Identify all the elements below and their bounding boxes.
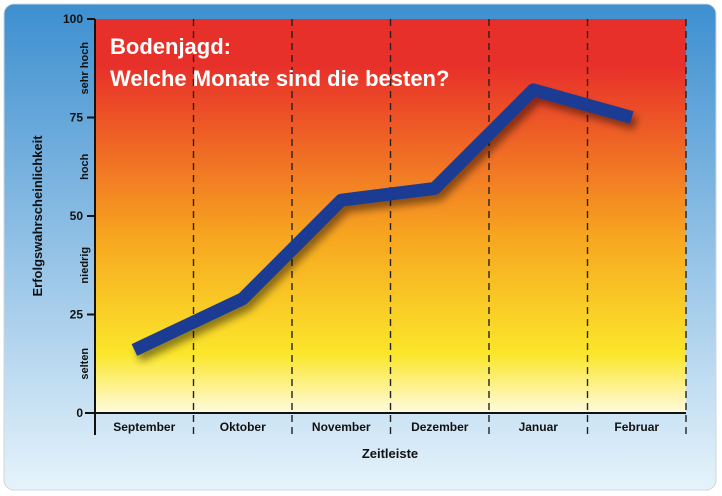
x-categories: September Oktober November Dezember Januar Fe…	[113, 420, 659, 434]
level-label: hoch	[79, 153, 91, 180]
chart-title-line2: Welche Monate sind die besten?	[110, 66, 449, 91]
axes	[85, 19, 686, 435]
level-label: sehr hoch	[79, 42, 91, 95]
x-category-label: Januar	[519, 420, 559, 434]
x-category-label: Februar	[614, 420, 659, 434]
y-ticks: 0 25 50 75 100	[63, 12, 95, 420]
x-category-label: Dezember	[411, 420, 469, 434]
chart-title-line1: Bodenjagd:	[110, 34, 231, 59]
x-category-label: September	[113, 420, 175, 434]
y-axis-label: Erfolgswahrscheinlichkeit	[30, 135, 45, 297]
x-category-label: November	[312, 420, 371, 434]
level-labels: selten niedrig hoch sehr hoch	[79, 42, 91, 380]
y-tick-label: 100	[63, 12, 83, 26]
x-axis-label: Zeitleiste	[362, 446, 418, 461]
y-tick-label: 50	[70, 209, 84, 223]
y-tick-label: 0	[76, 406, 83, 420]
series-line	[131, 83, 634, 356]
series-line-path	[131, 83, 634, 356]
y-tick-label: 25	[70, 308, 84, 322]
x-category-label: Oktober	[220, 420, 266, 434]
level-label: niedrig	[79, 247, 91, 284]
level-label: selten	[79, 348, 91, 380]
vertical-gridlines	[192, 19, 687, 435]
y-tick-label: 75	[70, 111, 84, 125]
